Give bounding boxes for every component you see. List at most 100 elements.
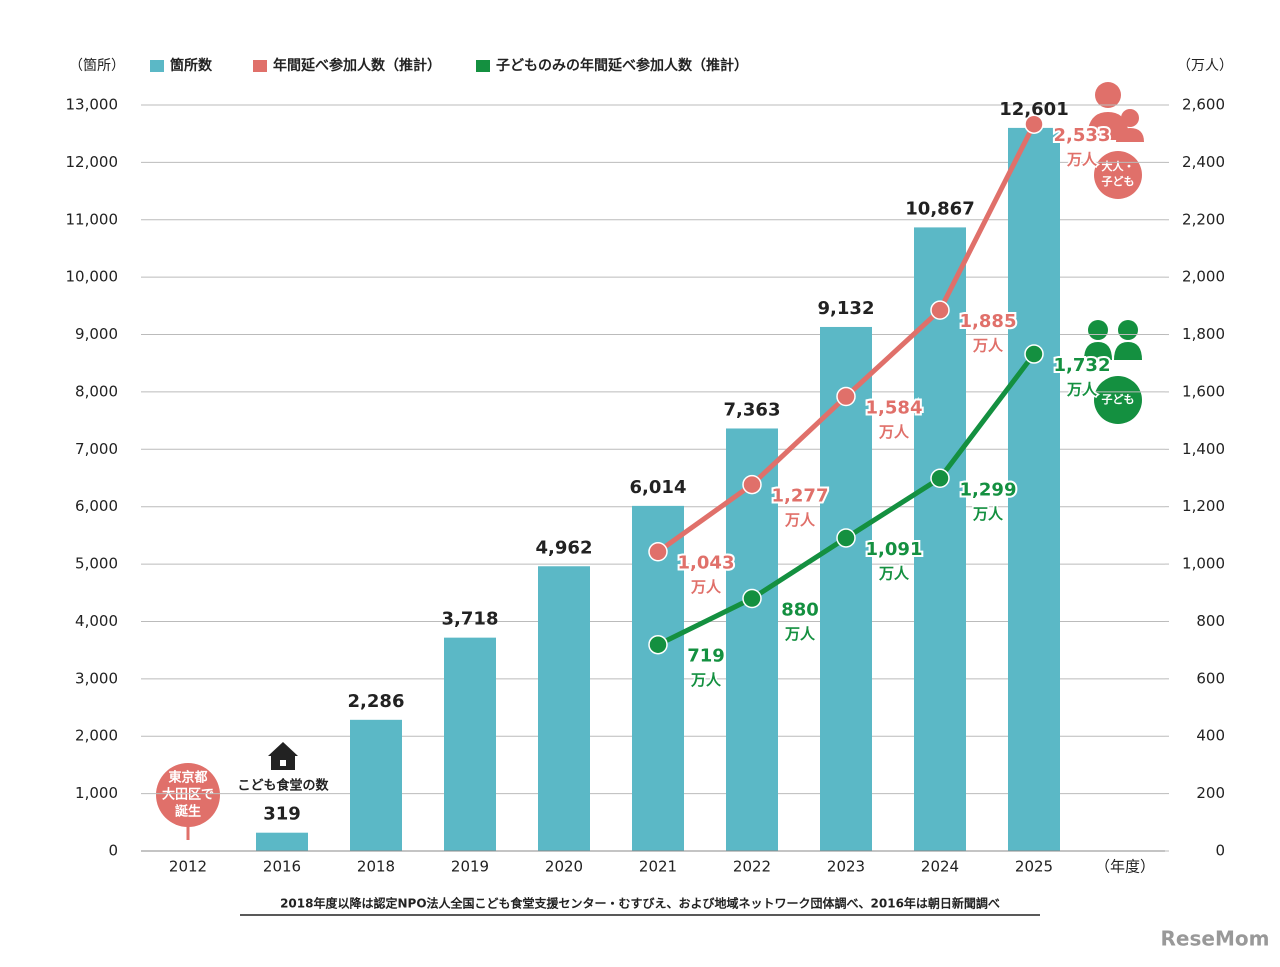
y2-tick-label: 2,200 <box>1182 210 1225 228</box>
y2-tick-label: 400 <box>1196 727 1225 745</box>
source-note: 2018年度以降は認定NPO法人全国こども食堂支援センター・むすびえ、および地域… <box>280 896 1000 911</box>
line-value-label: 1,277 <box>772 486 829 507</box>
badge-text: 子ども <box>1102 175 1135 188</box>
origin-bubble: 東京都 大田区で 誕生 <box>156 763 220 840</box>
bar <box>538 566 590 851</box>
house-icon <box>268 742 298 770</box>
x-tick-label: 2019 <box>451 858 489 876</box>
y2-tick-label: 1,800 <box>1182 325 1225 343</box>
y-tick-label: 5,000 <box>75 555 118 573</box>
badge-text: 子ども <box>1102 393 1135 406</box>
bar-value-label: 2,286 <box>348 691 405 712</box>
y-tick-label: 4,000 <box>75 612 118 630</box>
line-value-unit: 万人 <box>972 505 1004 523</box>
line-value-unit: 万人 <box>784 625 816 643</box>
bar-value-label: 9,132 <box>818 298 875 319</box>
line-point <box>742 474 762 495</box>
y2-axis-label: （万人） <box>1177 58 1233 74</box>
bar <box>914 227 966 852</box>
x-tick-label: 2024 <box>921 858 959 876</box>
legend-label: 子どものみの年間延べ参加人数（推計） <box>496 57 748 74</box>
x-tick-label: 2022 <box>733 858 771 876</box>
line-value-unit: 万人 <box>878 564 910 582</box>
y-tick-label: 1,000 <box>75 784 118 802</box>
y2-tick-label: 1,200 <box>1182 497 1225 515</box>
origin-text: 大田区で <box>162 787 214 803</box>
line-value-unit: 万人 <box>1066 151 1098 169</box>
y2-tick-label: 1,600 <box>1182 382 1225 400</box>
line-point <box>1024 344 1044 364</box>
y2-tick-label: 2,600 <box>1182 96 1225 114</box>
line-point <box>648 634 668 655</box>
x-tick-label: 2025 <box>1015 858 1053 876</box>
origin-text: 東京都 <box>168 770 207 786</box>
x-tick-label: 2021 <box>639 858 677 876</box>
y2-tick-label: 2,000 <box>1182 268 1225 286</box>
origin-text: 誕生 <box>175 804 201 820</box>
badge-all: 大人・ 子ども <box>1094 151 1142 199</box>
line-value-unit: 万人 <box>690 578 722 596</box>
line-value-unit: 万人 <box>972 337 1004 355</box>
x-tick-label: 2012 <box>169 858 207 876</box>
line-value-label: 2,533 <box>1054 125 1111 146</box>
line-value-label: 1,091 <box>866 539 923 560</box>
line-value-label: 880 <box>781 600 819 621</box>
bar-value-label: 319 <box>263 804 301 825</box>
line-point <box>1024 114 1044 134</box>
y2-tick-label: 600 <box>1196 669 1225 687</box>
line-value-unit: 万人 <box>690 671 722 689</box>
line-value-unit: 万人 <box>784 511 816 529</box>
line-point <box>648 541 668 562</box>
line-point <box>742 588 762 609</box>
children-icon <box>1084 320 1142 360</box>
y-tick-label: 6,000 <box>75 497 118 515</box>
count-note: こども食堂の数 <box>237 778 329 794</box>
y-tick-label: 9,000 <box>75 325 118 343</box>
adult-child-icon <box>1087 82 1144 142</box>
line-value-label: 719 <box>687 646 725 667</box>
y-tick-label: 0 <box>108 842 118 860</box>
bar <box>444 637 496 851</box>
bar <box>1008 127 1060 851</box>
y2-tick-label: 0 <box>1215 842 1225 860</box>
y-tick-label: 13,000 <box>66 96 119 114</box>
y2-tick-label: 2,400 <box>1182 153 1225 171</box>
bar-value-label: 4,962 <box>536 537 593 558</box>
y-tick-label: 10,000 <box>66 268 119 286</box>
line-point <box>930 468 950 489</box>
y-tick-label: 8,000 <box>75 382 118 400</box>
line-point <box>836 528 856 548</box>
line-value-label: 1,584 <box>866 398 923 419</box>
y-axis-label: （箇所） <box>69 57 125 74</box>
y2-tick-label: 1,400 <box>1182 440 1225 458</box>
bar-value-label: 3,718 <box>442 609 499 630</box>
y-tick-label: 2,000 <box>75 727 118 745</box>
y-tick-label: 3,000 <box>75 669 118 687</box>
legend-swatch <box>476 60 490 72</box>
watermark: ReseMom <box>1161 927 1270 951</box>
legend-swatch <box>150 60 164 72</box>
y-tick-label: 11,000 <box>66 210 119 228</box>
bar-value-label: 10,867 <box>905 198 974 219</box>
bar <box>350 719 402 851</box>
bar-value-label: 7,363 <box>724 399 781 420</box>
x-tick-label: 2018 <box>357 858 395 876</box>
bar-value-label: 12,601 <box>999 99 1068 120</box>
badge-text: 大人・ <box>1102 159 1135 173</box>
badge-children: 子ども <box>1094 376 1142 424</box>
y-tick-label: 7,000 <box>75 440 118 458</box>
legend-label: 箇所数 <box>170 57 213 74</box>
line-value-unit: 万人 <box>1066 381 1098 399</box>
line-point <box>930 300 950 320</box>
line-value-unit: 万人 <box>878 423 910 441</box>
y2-tick-label: 800 <box>1196 612 1225 630</box>
x-axis-label: （年度） <box>1095 858 1155 876</box>
legend-swatch <box>253 60 267 72</box>
line-value-label: 1,299 <box>960 479 1017 500</box>
legend-label: 年間延べ参加人数（推計） <box>273 57 441 74</box>
bar <box>256 832 308 851</box>
y-tick-label: 12,000 <box>66 153 119 171</box>
y2-tick-label: 1,000 <box>1182 555 1225 573</box>
x-tick-label: 2020 <box>545 858 583 876</box>
